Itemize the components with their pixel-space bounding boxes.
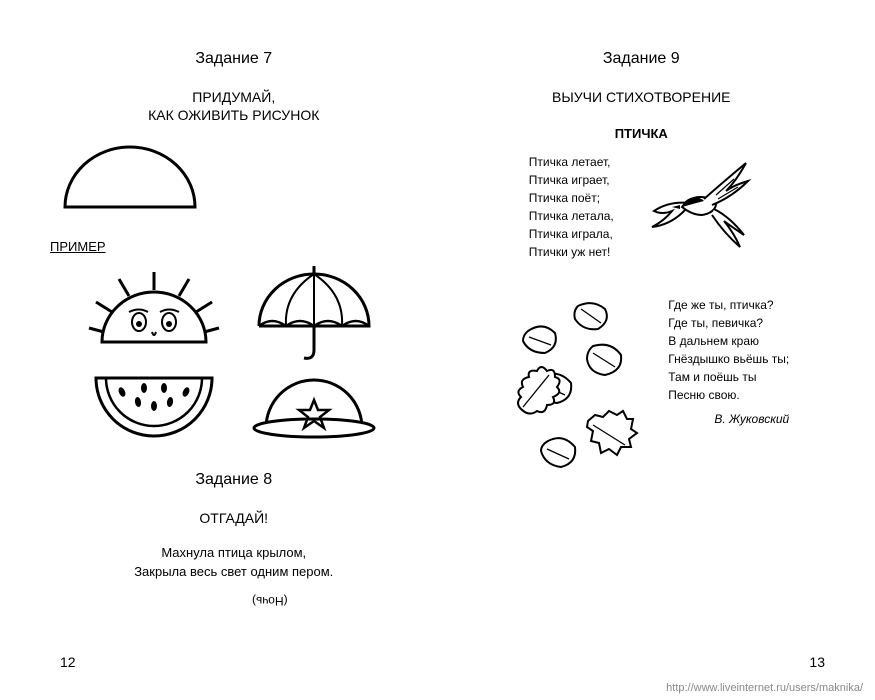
riddle-line1: Махнула птица крылом,: [50, 543, 418, 563]
poem-block-1: Птичка летает, Птичка играет, Птичка поё…: [458, 153, 826, 261]
poem-author: В. Жуковский: [668, 412, 789, 426]
example-shapes-row1: [50, 264, 418, 364]
page-number-right: 13: [809, 654, 825, 670]
task8-subheading: ОТГАДАЙ!: [50, 509, 418, 527]
task9-heading: Задание 9: [458, 50, 826, 68]
umbrella-illustration: [244, 264, 384, 364]
riddle-text: Махнула птица крылом, Закрыла весь свет …: [50, 543, 418, 582]
stanza-1: Птичка летает, Птичка играет, Птичка поё…: [529, 153, 614, 261]
helmet-illustration: [244, 366, 384, 446]
task9-subheading: ВЫУЧИ СТИХОТВОРЕНИЕ: [458, 88, 826, 106]
leaves-illustration: [493, 291, 653, 481]
watermelon-illustration: [84, 366, 224, 446]
page-13: Задание 9 ВЫУЧИ СТИХОТВОРЕНИЕ ПТИЧКА Пти…: [438, 20, 836, 670]
example-label: ПРИМЕР: [50, 239, 106, 254]
task8-heading: Задание 8: [50, 471, 418, 489]
riddle-answer: (Ночь): [132, 594, 288, 608]
footer-url: http://www.liveinternet.ru/users/maknika…: [666, 682, 863, 694]
task7-subheading: ПРИДУМАЙ, КАК ОЖИВИТЬ РИСУНОК: [50, 88, 418, 124]
blank-halfcircle-illustration: [50, 139, 418, 214]
poem-block-2: Где же ты, птичка? Где ты, певичка? В да…: [458, 291, 826, 481]
sun-illustration: [84, 264, 224, 349]
riddle-line2: Закрыла весь свет одним пером.: [50, 562, 418, 582]
task7-heading: Задание 7: [50, 50, 418, 68]
example-shapes-row2: [50, 366, 418, 446]
poem-title: ПТИЧКА: [458, 126, 826, 141]
page-12: Задание 7 ПРИДУМАЙ, КАК ОЖИВИТЬ РИСУНОК …: [40, 20, 438, 670]
stanza-2: Где же ты, птичка? Где ты, певичка? В да…: [668, 296, 789, 404]
swallow-illustration: [634, 153, 754, 253]
page-number-left: 12: [60, 654, 76, 670]
